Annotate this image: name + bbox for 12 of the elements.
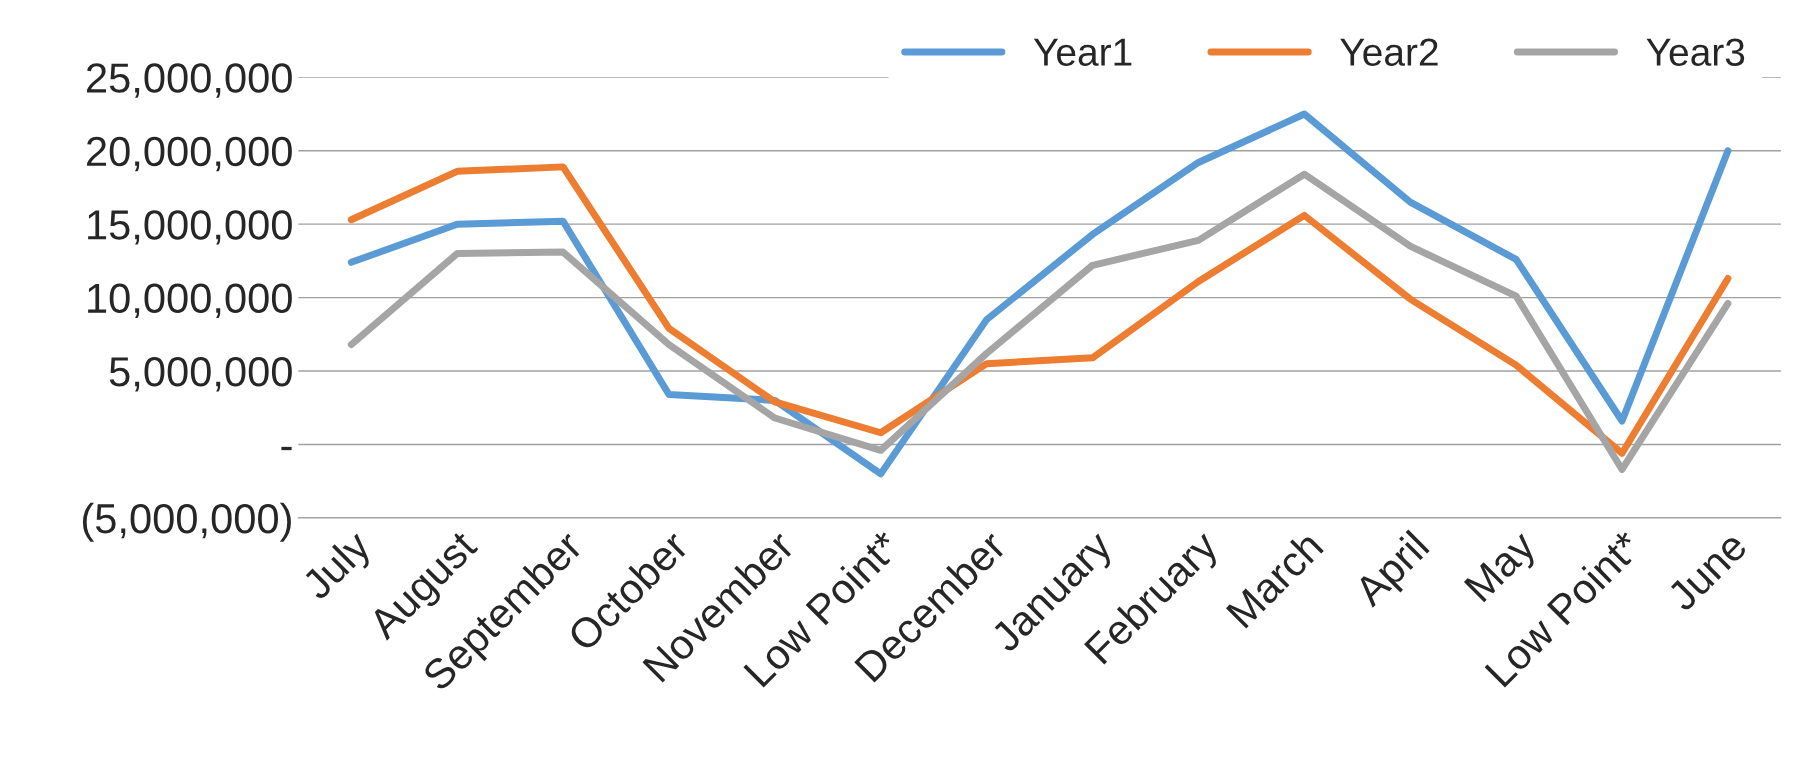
legend-label: Year1 xyxy=(1033,38,1132,66)
y-tick-label: 5,000,000 xyxy=(109,357,292,392)
y-tick-label: (5,000,000) xyxy=(82,502,291,542)
legend-label: Year2 xyxy=(1340,38,1438,66)
y-tick-label: - xyxy=(281,446,292,451)
x-tick-label: July xyxy=(299,527,379,608)
legend-label: Year3 xyxy=(1646,38,1745,66)
y-tick-label: 10,000,000 xyxy=(88,283,292,319)
x-tick-label: May xyxy=(1463,528,1544,609)
y-tick-label: 20,000,000 xyxy=(87,136,292,172)
y-tick-label: 25,000,000 xyxy=(87,63,292,98)
y-tick-label: 15,000,000 xyxy=(88,210,292,245)
